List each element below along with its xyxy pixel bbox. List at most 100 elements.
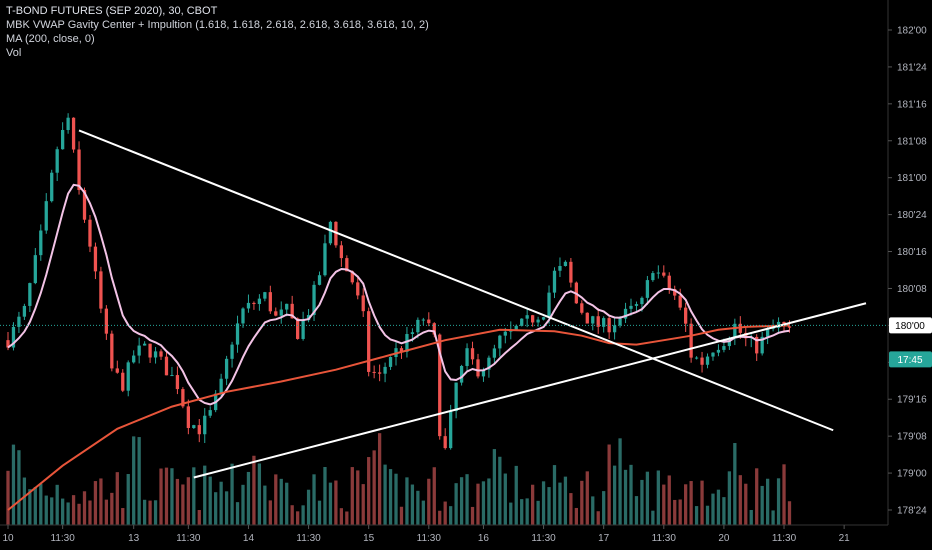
candle-body — [700, 357, 704, 365]
candle-body — [694, 357, 699, 359]
volume-bar — [99, 478, 103, 525]
candle-body — [279, 309, 283, 316]
candle-body — [476, 359, 480, 377]
volume-bar — [443, 501, 447, 525]
candle-body — [410, 332, 415, 335]
trendlines[interactable] — [78, 129, 867, 479]
candle-body — [536, 319, 540, 323]
volume-bar — [137, 437, 141, 525]
candle-body — [39, 230, 43, 256]
volume-bar — [110, 492, 114, 525]
volume-bar — [6, 470, 10, 525]
volume-bar — [104, 499, 109, 525]
time-tick-label: 16 — [478, 533, 490, 544]
volume-bar — [596, 511, 600, 525]
candle-body — [361, 295, 365, 312]
volume-bar — [219, 481, 223, 525]
candle-body — [492, 348, 497, 358]
volume-bar — [285, 482, 289, 525]
volume-bar — [667, 475, 671, 525]
candle-body — [104, 308, 109, 334]
candle-body — [159, 351, 163, 357]
time-tick-label: 10 — [2, 533, 14, 544]
volume-bar — [197, 510, 201, 525]
volume-bar — [716, 489, 721, 525]
candle-body — [6, 340, 10, 348]
candle-body — [427, 319, 431, 324]
volume-bar — [181, 484, 185, 525]
candle-body — [744, 332, 748, 339]
candle-body — [33, 255, 37, 284]
time-tick-label: 11:30 — [176, 533, 201, 544]
candle-body — [656, 272, 660, 274]
time-axis[interactable]: 10 11:30 13 11:30 14 11:30 15 11:30 16 11:30 17 11:… — [0, 524, 888, 544]
volume-bar — [93, 481, 98, 525]
candle-body — [541, 317, 546, 320]
candle-body — [153, 351, 158, 358]
volume-bar — [602, 491, 606, 525]
volume-bar — [132, 436, 136, 525]
volume-bar — [192, 467, 196, 525]
volume-bar — [164, 467, 169, 525]
indicator-vol-label[interactable]: Vol — [6, 47, 22, 59]
volume-bar — [427, 478, 431, 525]
candle-body — [580, 303, 584, 313]
candle-body — [520, 318, 524, 326]
candle-body — [257, 298, 262, 305]
candle-body — [186, 406, 190, 428]
volume-bar — [263, 485, 267, 525]
candle-body — [224, 358, 229, 379]
symbol-title[interactable]: T-BOND FUTURES (SEP 2020), 30, CBOT — [6, 5, 218, 17]
volume-bar — [121, 508, 125, 525]
candle-body — [634, 304, 639, 306]
candle-body — [372, 371, 376, 373]
volume-bar — [733, 443, 737, 525]
volume-bar — [689, 481, 693, 525]
volume-bar — [771, 510, 775, 525]
candle-body — [552, 270, 557, 293]
candle-body — [459, 365, 464, 383]
candle-body — [705, 356, 710, 365]
price-tag-bg — [889, 351, 932, 368]
volume-bar — [705, 505, 710, 525]
volume-bar — [722, 497, 726, 525]
indicator-ma-label[interactable]: MA (200, close, 0) — [6, 33, 95, 45]
volume-bar — [421, 500, 425, 525]
candle-body — [203, 415, 207, 435]
price-tick-label: 181'08 — [897, 136, 927, 147]
candle-body — [268, 292, 272, 312]
candle-body — [399, 348, 404, 352]
candle-body — [678, 295, 682, 308]
candle-body — [377, 372, 382, 374]
candle-body — [514, 325, 518, 330]
volume-bar — [328, 482, 333, 525]
price-tick-label: 179'08 — [897, 432, 927, 443]
time-tick-label: 11:30 — [51, 533, 76, 544]
candle-body — [241, 308, 245, 324]
volume-bar — [782, 464, 786, 525]
candle-body — [787, 326, 792, 328]
volume-bar — [203, 465, 207, 525]
volume-bar — [235, 502, 240, 525]
volume-bar — [317, 500, 322, 525]
candle-body — [132, 355, 136, 363]
volume-bar — [520, 499, 524, 525]
price-tag-bg — [889, 317, 932, 334]
candle-body — [317, 275, 322, 285]
candle-body — [416, 319, 420, 333]
price-axis[interactable]: 182'00 181'24 181'16 181'08 181'00 180'24 180'… — [887, 0, 927, 525]
volume-bar — [547, 487, 551, 525]
candle-body — [563, 261, 568, 267]
candle-body — [383, 366, 387, 374]
candle-body — [55, 149, 59, 173]
indicator-vwap-label[interactable]: MBK VWAP Gavity Center + Impultion (1.61… — [6, 19, 429, 31]
candle-body — [66, 117, 70, 130]
volume-bar — [82, 491, 87, 525]
volume-bar — [432, 467, 436, 525]
volume-bar — [476, 483, 480, 525]
volume-bar — [246, 471, 251, 525]
candle-body — [585, 312, 589, 324]
volume-bar — [744, 483, 748, 525]
chart-legend: T-BOND FUTURES (SEP 2020), 30, CBOT MBK … — [6, 4, 429, 60]
